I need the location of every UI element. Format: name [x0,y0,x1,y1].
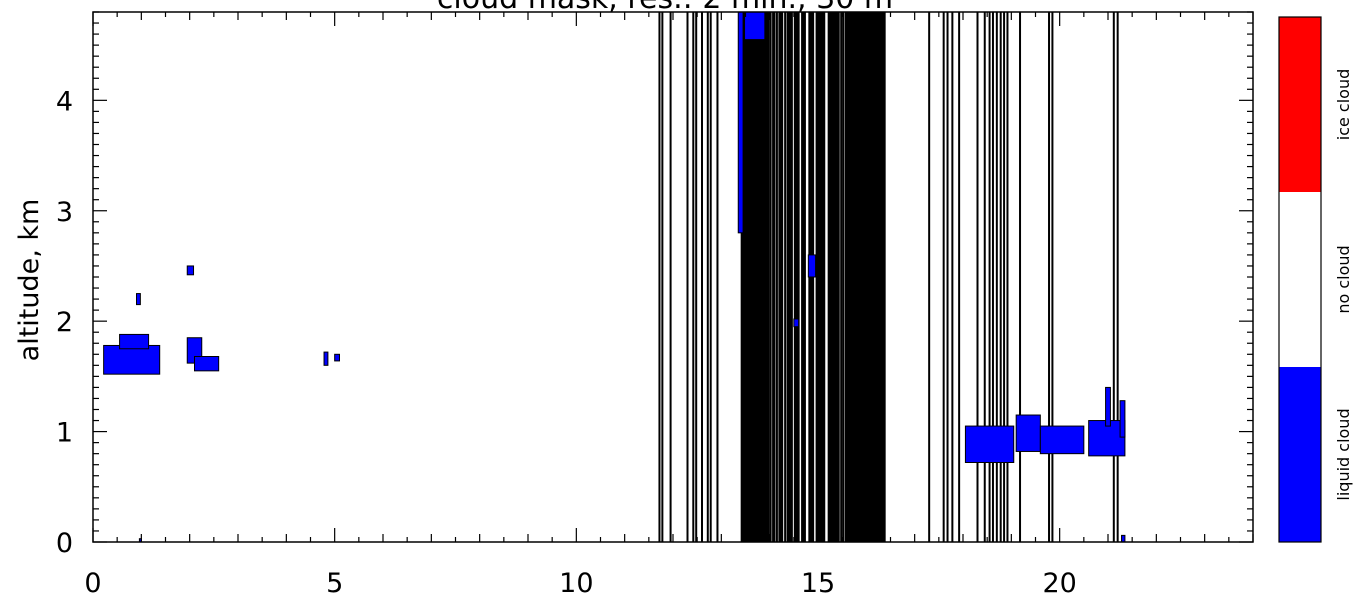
missing-data-band [793,12,800,542]
liquid-cloud-patch [1119,400,1126,438]
x-tick-label: 20 [1042,568,1076,598]
liquid-cloud-patch [1015,414,1041,452]
y-tick-label: 2 [56,307,73,338]
colorbar-segment [1279,192,1321,367]
plot-area [93,12,1253,542]
liquid-cloud-patch [1121,534,1126,542]
colorbar-label: no cloud [1334,245,1353,313]
liquid-cloud-patch [186,265,195,276]
liquid-cloud-patch [334,353,340,362]
y-tick-label: 4 [56,86,73,117]
missing-data-band [786,12,793,542]
liquid-cloud-patch [119,333,150,350]
colorbar-label: ice cloud [1334,69,1353,141]
x-tick-label: 10 [559,568,593,598]
liquid-cloud-patch [737,12,744,234]
liquid-cloud-patch [964,425,1015,463]
x-tick-label: 5 [326,568,343,598]
plot-background [93,12,1253,542]
liquid-cloud-patch [323,351,329,366]
missing-data-band [815,12,826,542]
colorbar-frame [1278,16,1322,543]
liquid-cloud-patch [793,318,800,328]
x-tick-label: 15 [801,568,835,598]
colorbar-label: liquid cloud [1334,408,1353,500]
axes: 0 5 10 15 20 0 1 2 3 4 [56,11,1254,599]
liquid-cloud-patch [136,293,141,306]
liquid-cloud-patch [1105,386,1111,427]
chart-title: cloud mask, res.: 2 min., 30 m [437,0,893,16]
y-tick-label: 0 [56,528,73,559]
missing-data-band [740,12,770,542]
liquid-cloud-patch [1039,425,1085,455]
missing-data-band [778,12,784,542]
y-tick-label: 3 [56,197,73,228]
colorbar-segment [1279,367,1321,542]
liquid-cloud-patch [807,254,817,278]
missing-data-band [827,12,840,542]
colorbar: liquid cloud no cloud ice cloud [1278,16,1353,543]
x-tick-label: 0 [84,568,101,598]
liquid-cloud-patch [194,356,220,372]
y-axis-label: altitude, km [14,199,45,362]
colorbar-segment [1279,17,1321,192]
y-tick-label: 1 [56,418,73,449]
missing-data-band [844,12,886,542]
liquid-cloud-patch [103,344,161,375]
missing-data-band [801,12,806,542]
missing-data-band [772,12,776,542]
liquid-cloud-patch [744,12,766,41]
